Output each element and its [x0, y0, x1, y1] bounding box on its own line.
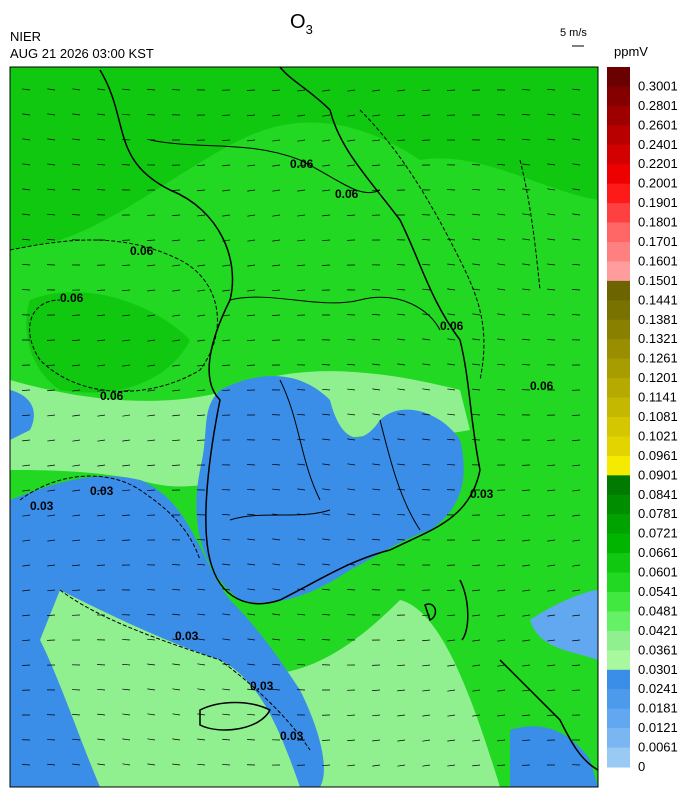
colorbar-label: 0.0301	[638, 662, 678, 677]
colorbar-label: 0.1141	[638, 390, 677, 405]
colorbar-segment	[607, 106, 630, 126]
map	[10, 67, 598, 787]
agency: NIER	[10, 29, 41, 44]
contour-label: 0.06	[100, 389, 124, 403]
colorbar-segment	[607, 145, 630, 165]
colorbar-segment	[607, 67, 630, 87]
colorbar-label: 0.0121	[638, 720, 678, 735]
timestamp: AUG 21 2026 03:00 KST	[10, 46, 154, 61]
colorbar-label: 0.1701	[638, 234, 678, 249]
colorbar-segment	[607, 398, 630, 418]
colorbar-segment	[607, 728, 630, 748]
colorbar-segment	[607, 184, 630, 204]
wind-scale: 5 m/s	[560, 27, 587, 39]
colorbar-label: 0.2001	[638, 176, 678, 191]
colorbar-label: 0.2401	[638, 137, 678, 152]
contour-label: 0.03	[470, 487, 494, 501]
colorbar: 0.3001 0.2801 0.2601 0.2401 0.2201 0.2001 0.19…	[607, 67, 678, 774]
colorbar-segment	[607, 223, 630, 243]
colorbar-label: 0.1441	[638, 292, 678, 307]
title: O3	[290, 11, 313, 37]
colorbar-label: 0.0541	[638, 584, 678, 599]
colorbar-label: 0.0901	[638, 467, 678, 482]
contour-label: 0.03	[250, 679, 274, 693]
contour-label: 0.03	[30, 499, 54, 513]
colorbar-segment	[607, 456, 630, 476]
colorbar-segment	[607, 86, 630, 106]
contour-label: 0.06	[290, 157, 314, 171]
colorbar-label: 0.0601	[638, 565, 678, 580]
title-text: O	[290, 11, 306, 33]
contour-label: 0.03	[90, 484, 114, 498]
contour-label: 0.03	[175, 629, 199, 643]
colorbar-label: 0.1901	[638, 195, 678, 210]
colorbar-label: 0.1261	[638, 351, 678, 366]
colorbar-label: 0.0961	[638, 448, 678, 463]
colorbar-label: 0.0061	[638, 740, 678, 755]
colorbar-label: 0.1601	[638, 253, 678, 268]
colorbar-label: 0.2801	[638, 98, 678, 113]
colorbar-segment	[607, 300, 630, 320]
colorbar-segment	[607, 339, 630, 359]
colorbar-segment	[607, 709, 630, 729]
colorbar-segment	[607, 125, 630, 145]
colorbar-segment	[607, 514, 630, 534]
colorbar-label: 0.0241	[638, 681, 678, 696]
colorbar-segment	[607, 631, 630, 651]
colorbar-segment	[607, 164, 630, 184]
colorbar-segment	[607, 573, 630, 593]
contour-label: 0.06	[440, 319, 464, 333]
colorbar-segment	[607, 592, 630, 612]
unit: ppmV	[614, 44, 648, 59]
colorbar-label: 0.0481	[638, 603, 678, 618]
title-subscript: 3	[306, 22, 313, 37]
colorbar-label: 0.1201	[638, 370, 678, 385]
colorbar-label: 0.0361	[638, 642, 678, 657]
colorbar-label: 0.0661	[638, 545, 678, 560]
colorbar-segment	[607, 553, 630, 573]
colorbar-label: 0	[638, 759, 645, 774]
colorbar-label: 0.1321	[638, 331, 678, 346]
colorbar-label: 0.1501	[638, 273, 678, 288]
colorbar-segment	[607, 281, 630, 301]
colorbar-label: 0.0781	[638, 506, 678, 521]
colorbar-segment	[607, 650, 630, 670]
colorbar-label: 0.0421	[638, 623, 678, 638]
colorbar-label: 0.1021	[638, 428, 678, 443]
colorbar-label: 0.1801	[638, 215, 678, 230]
colorbar-label: 0.2601	[638, 117, 678, 132]
colorbar-segment	[607, 689, 630, 709]
colorbar-segment	[607, 436, 630, 456]
colorbar-segment	[607, 417, 630, 437]
colorbar-label: 0.0841	[638, 487, 678, 502]
contour-label: 0.03	[280, 729, 304, 743]
colorbar-segment	[607, 203, 630, 223]
colorbar-segment	[607, 359, 630, 379]
colorbar-segment	[607, 320, 630, 340]
colorbar-segment	[607, 748, 630, 768]
colorbar-segment	[607, 534, 630, 554]
colorbar-segment	[607, 242, 630, 262]
contour-label: 0.06	[335, 187, 359, 201]
colorbar-label: 0.1381	[638, 312, 678, 327]
colorbar-label: 0.1081	[638, 409, 678, 424]
colorbar-segment	[607, 378, 630, 398]
colorbar-label: 0.2201	[638, 156, 678, 171]
colorbar-segment	[607, 475, 630, 495]
colorbar-segment	[607, 261, 630, 281]
colorbar-label: 0.0721	[638, 526, 678, 541]
contour-label: 0.06	[130, 244, 154, 258]
contour-label: 0.06	[60, 291, 84, 305]
colorbar-label: 0.0181	[638, 701, 678, 716]
contour-label: 0.06	[530, 379, 554, 393]
colorbar-segment	[607, 611, 630, 631]
colorbar-label: 0.3001	[638, 78, 678, 93]
colorbar-segment	[607, 670, 630, 690]
colorbar-segment	[607, 495, 630, 515]
